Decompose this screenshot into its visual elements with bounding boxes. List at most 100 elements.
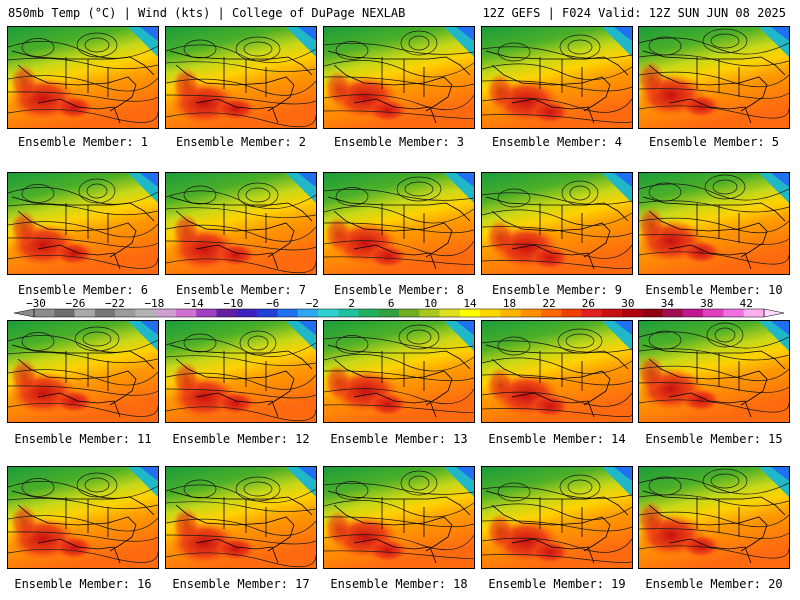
ensemble-member-map — [638, 466, 790, 569]
temperature-map — [324, 173, 474, 274]
ensemble-member-map — [323, 172, 475, 275]
colorbar-tick-label: −30 — [26, 297, 46, 310]
colorbar-swatch — [236, 309, 258, 317]
ensemble-member-map — [481, 466, 633, 569]
ensemble-member-label: Ensemble Member: 1 — [17, 135, 149, 149]
colorbar-swatch — [216, 309, 238, 317]
colorbar-tick-label: −22 — [105, 297, 125, 310]
temperature-map — [639, 467, 789, 568]
ensemble-member-label: Ensemble Member: 10 — [645, 283, 783, 297]
ensemble-member-label: Ensemble Member: 7 — [175, 283, 307, 297]
ensemble-member-map — [638, 172, 790, 275]
colorbar-swatch — [561, 309, 582, 317]
colorbar-tick-label: 38 — [700, 297, 713, 310]
colorbar-swatch — [703, 309, 724, 317]
colorbar-swatch — [723, 309, 745, 317]
colorbar-swatch — [135, 309, 156, 317]
model-run-info: 12Z GEFS | F024 Valid: 12Z SUN JUN 08 20… — [482, 6, 786, 20]
colorbar-tick-label: −10 — [223, 297, 243, 310]
ensemble-member-map — [323, 26, 475, 129]
colorbar-swatch — [317, 309, 339, 317]
ensemble-member-label: Ensemble Member: 20 — [645, 577, 783, 591]
temperature-map — [8, 321, 158, 422]
colorbar-swatch — [459, 309, 481, 317]
colorbar-outline — [33, 308, 765, 318]
colorbar-swatch — [439, 309, 461, 317]
temperature-map — [324, 27, 474, 128]
colorbar-tick-label: 18 — [503, 297, 516, 310]
colorbar-tick-label: 10 — [424, 297, 437, 310]
colorbar-swatch — [257, 309, 278, 317]
ensemble-member-map — [165, 26, 317, 129]
temperature-map — [482, 467, 632, 568]
colorbar-swatch — [74, 309, 96, 317]
ensemble-member-label: Ensemble Member: 5 — [648, 135, 780, 149]
temperature-map — [324, 467, 474, 568]
ensemble-member-label: Ensemble Member: 13 — [330, 432, 468, 446]
temperature-map — [8, 467, 158, 568]
ensemble-member-map — [481, 26, 633, 129]
colorbar-tick-label: 14 — [463, 297, 477, 310]
colorbar-swatch — [743, 309, 765, 317]
ensemble-member-label: Ensemble Member: 16 — [14, 577, 152, 591]
colorbar-tick-label: 26 — [582, 297, 595, 310]
ensemble-member-map — [165, 320, 317, 423]
ensemble-member-label: Ensemble Member: 11 — [14, 432, 152, 446]
temperature-map — [639, 27, 789, 128]
colorbar-tick-label: −26 — [66, 297, 86, 310]
ensemble-member-label: Ensemble Member: 8 — [333, 283, 465, 297]
ensemble-member-label: Ensemble Member: 15 — [645, 432, 783, 446]
colorbar-swatch — [358, 309, 380, 317]
colorbar-tick-label: −2 — [306, 297, 319, 310]
colorbar-swatch — [581, 309, 603, 317]
ensemble-member-label: Ensemble Member: 14 — [488, 432, 626, 446]
colorbar-swatch — [196, 309, 217, 317]
ensemble-member-map — [7, 320, 159, 423]
ensemble-member-map — [481, 172, 633, 275]
colorbar-swatch — [338, 309, 359, 317]
colorbar-swatch — [601, 309, 623, 317]
temperature-map — [324, 321, 474, 422]
ensemble-member-map — [7, 172, 159, 275]
colorbar-tick-label: 22 — [542, 297, 555, 310]
ensemble-member-map — [7, 466, 159, 569]
ensemble-member-label: Ensemble Member: 4 — [491, 135, 623, 149]
colorbar-swatch — [662, 309, 684, 317]
colorbar-swatch — [54, 309, 75, 317]
colorbar-swatch — [175, 309, 197, 317]
colorbar-tick-label: 2 — [348, 297, 355, 310]
ensemble-member-map — [165, 172, 317, 275]
ensemble-member-label: Ensemble Member: 12 — [172, 432, 310, 446]
temperature-map — [8, 173, 158, 274]
ensemble-member-label: Ensemble Member: 9 — [491, 283, 623, 297]
ensemble-member-map — [323, 320, 475, 423]
ensemble-member-map — [481, 320, 633, 423]
colorbar-swatch — [399, 309, 420, 317]
temperature-map — [639, 173, 789, 274]
ensemble-member-label: Ensemble Member: 18 — [330, 577, 468, 591]
colorbar-swatch — [297, 309, 319, 317]
colorbar-right-arrow — [763, 308, 785, 318]
colorbar-swatch — [540, 309, 562, 317]
temperature-map — [166, 467, 316, 568]
colorbar-tick-label: 42 — [740, 297, 753, 310]
ensemble-member-map — [323, 466, 475, 569]
colorbar-swatch — [520, 309, 542, 317]
colorbar-tick-label: −14 — [184, 297, 204, 310]
colorbar-swatch — [94, 309, 116, 317]
temperature-map — [482, 27, 632, 128]
temperature-map — [8, 27, 158, 128]
ensemble-member-label: Ensemble Member: 3 — [333, 135, 465, 149]
ensemble-member-map — [165, 466, 317, 569]
colorbar-swatch — [34, 309, 55, 317]
colorbar-swatch — [480, 309, 501, 317]
colorbar-swatch — [419, 309, 440, 317]
colorbar-tick-label: 6 — [388, 297, 395, 310]
ensemble-member-label: Ensemble Member: 2 — [175, 135, 307, 149]
colorbar-left-arrow — [13, 308, 35, 318]
chart-title: 850mb Temp (°C) | Wind (kts) | College o… — [8, 6, 406, 20]
ensemble-member-map — [638, 26, 790, 129]
colorbar-swatch — [277, 309, 298, 317]
ensemble-member-label: Ensemble Member: 6 — [17, 283, 149, 297]
colorbar-tick-label: 34 — [661, 297, 675, 310]
